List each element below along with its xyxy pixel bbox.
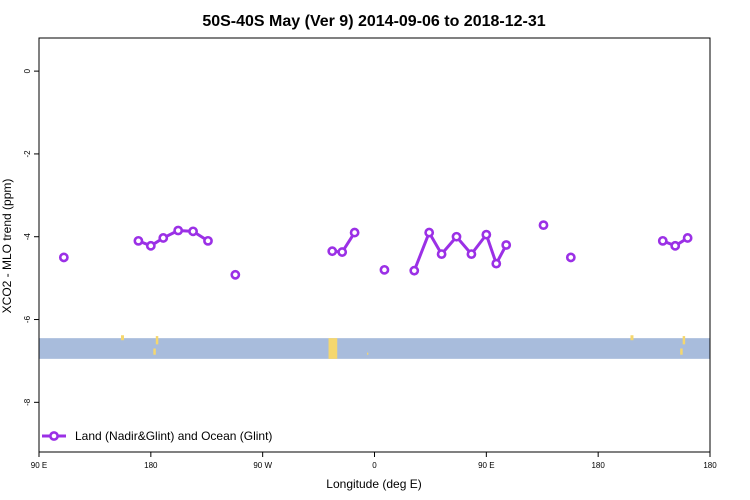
y-axis-ticks: 0 -2 -4 -6 -8: [23, 68, 39, 406]
x-tick-label: 0: [372, 461, 377, 470]
data-point: [379, 264, 390, 275]
data-point: [491, 258, 502, 269]
data-point: [349, 227, 360, 238]
data-point: [145, 240, 156, 251]
x-tick-label: 180: [703, 461, 717, 470]
land-shape: [153, 348, 156, 355]
data-point: [409, 265, 420, 276]
land-shape: [367, 352, 369, 355]
land-shape: [328, 338, 338, 359]
data-point: [657, 235, 668, 246]
data-point: [466, 249, 477, 260]
data-point: [565, 252, 576, 263]
data-point: [173, 225, 184, 236]
legend-label: Land (Nadir&Glint) and Ocean (Glint): [75, 429, 272, 443]
map-strip: [39, 335, 710, 359]
land-shape: [630, 335, 634, 341]
legend: Land (Nadir&Glint) and Ocean (Glint): [42, 429, 272, 443]
y-axis-label: XCO2 - MLO trend (ppm): [0, 179, 14, 314]
data-point: [158, 233, 169, 243]
y-tick-label: 0: [23, 68, 32, 73]
data-point: [682, 233, 693, 243]
data-point: [188, 226, 198, 237]
y-tick-label: -6: [23, 315, 32, 323]
data-point: [670, 240, 681, 251]
y-tick-label: -2: [23, 150, 32, 158]
x-axis-ticks: 90 E 180 90 W 0 90 E 180 180: [31, 452, 717, 470]
land-shape: [155, 336, 159, 345]
data-point: [327, 246, 338, 257]
x-tick-label: 180: [591, 461, 605, 470]
series-layer: [58, 220, 693, 280]
land-shape: [682, 336, 686, 345]
land-shape: [680, 348, 683, 355]
y-tick-label: -4: [23, 233, 32, 241]
data-point: [481, 229, 492, 240]
data-point: [451, 231, 462, 242]
x-tick-label: 90 E: [478, 461, 494, 470]
data-point: [337, 247, 348, 257]
data-point: [230, 269, 241, 280]
ocean-band: [39, 338, 710, 359]
data-point: [133, 235, 144, 246]
chart-title: 50S-40S May (Ver 9) 2014-09-06 to 2018-1…: [202, 13, 545, 30]
legend-marker: [49, 431, 59, 441]
x-axis-label: Longitude (deg E): [326, 477, 421, 491]
data-point: [58, 252, 69, 263]
plot-frame: [38, 37, 711, 453]
data-point: [424, 227, 435, 238]
data-point: [538, 220, 549, 231]
x-tick-label: 180: [144, 461, 158, 470]
data-point: [436, 249, 447, 260]
land-shape: [121, 335, 124, 341]
x-tick-label: 90 W: [253, 461, 272, 470]
data-point: [501, 240, 512, 250]
y-tick-label: -8: [23, 398, 32, 406]
data-point: [203, 235, 213, 246]
x-tick-label: 90 E: [31, 461, 47, 470]
